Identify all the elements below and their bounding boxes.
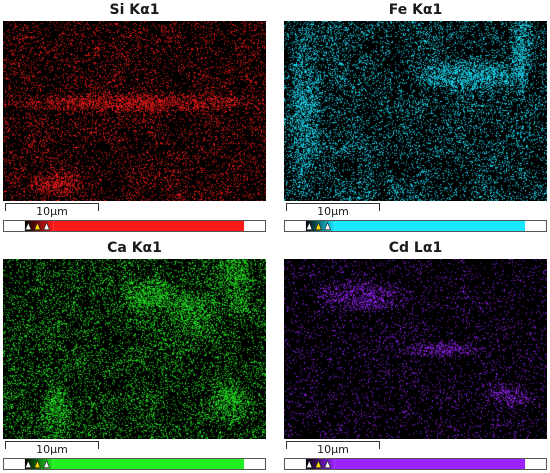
min-marker-icon <box>305 221 313 231</box>
max-marker-icon <box>324 221 331 231</box>
element-map-cd <box>284 259 547 439</box>
min-marker-icon <box>24 221 32 231</box>
panel-title: Cd Lα1 <box>388 240 443 256</box>
panel-title: Si Kα1 <box>109 2 160 18</box>
color-scale-bar <box>3 458 266 470</box>
color-scale-bar <box>3 220 266 232</box>
scale-bar-label: 10μm <box>36 443 68 456</box>
scale-bar <box>286 203 380 211</box>
element-map-ca <box>3 259 266 439</box>
mid-marker-icon <box>34 221 41 231</box>
panel-title: Fe Kα1 <box>388 2 443 18</box>
color-scale-fill <box>53 221 245 231</box>
color-scale-fill <box>334 221 526 231</box>
panel-title: Ca Kα1 <box>107 240 162 256</box>
scale-bar-label: 10μm <box>36 205 68 218</box>
panel-si: Si Kα1 10μm <box>3 0 266 232</box>
color-scale-bar <box>284 220 547 232</box>
scale-bar <box>5 441 99 449</box>
min-marker-icon <box>24 459 32 469</box>
panel-fe: Fe Kα1 10μm <box>284 0 547 232</box>
mid-marker-icon <box>34 459 41 469</box>
panel-cd: Cd Lα1 10μm <box>284 238 547 470</box>
scale-bar-label: 10μm <box>317 443 349 456</box>
element-map-fe <box>284 21 547 201</box>
max-marker-icon <box>324 459 331 469</box>
element-map-si <box>3 21 266 201</box>
panel-ca: Ca Kα1 10μm <box>3 238 266 470</box>
scale-bar-label: 10μm <box>317 205 349 218</box>
mid-marker-icon <box>315 459 322 469</box>
color-scale-bar <box>284 458 547 470</box>
color-scale-fill <box>53 459 245 469</box>
color-scale-fill <box>334 459 526 469</box>
max-marker-icon <box>43 459 50 469</box>
max-marker-icon <box>43 221 50 231</box>
min-marker-icon <box>305 459 313 469</box>
scale-bar <box>5 203 99 211</box>
mid-marker-icon <box>315 221 322 231</box>
scale-bar <box>286 441 380 449</box>
